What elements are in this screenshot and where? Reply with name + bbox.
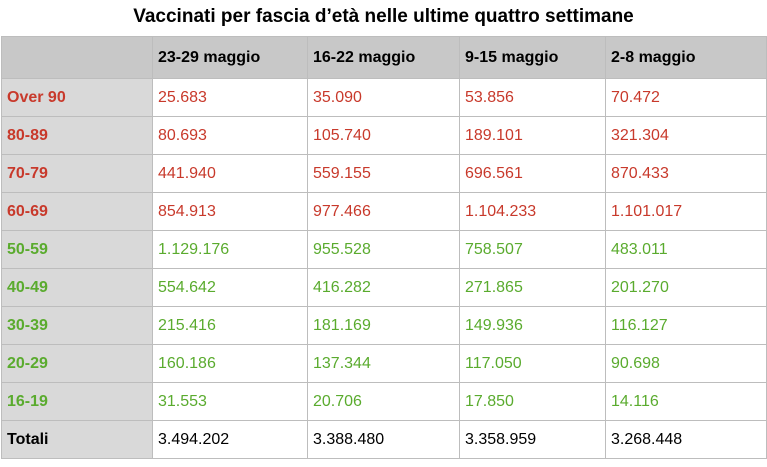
value-cell: 116.127: [605, 306, 767, 345]
value-cell: 1.104.233: [459, 192, 606, 231]
column-header: 2-8 maggio: [605, 36, 767, 79]
header-row: 23-29 maggio 16-22 maggio 9-15 maggio 2-…: [1, 36, 767, 79]
value-cell: 17.850: [459, 382, 606, 421]
value-cell: 90.698: [605, 344, 767, 383]
value-cell: 955.528: [307, 230, 460, 269]
age-group-label: 70-79: [1, 154, 153, 193]
value-cell: 870.433: [605, 154, 767, 193]
value-cell: 854.913: [152, 192, 308, 231]
value-cell: 758.507: [459, 230, 606, 269]
table-row: 40-49 554.642 416.282 271.865 201.270: [1, 268, 767, 307]
table-row: 70-79 441.940 559.155 696.561 870.433: [1, 154, 767, 193]
table-row: 16-19 31.553 20.706 17.850 14.116: [1, 382, 767, 421]
age-group-label: 40-49: [1, 268, 153, 307]
value-cell: 554.642: [152, 268, 308, 307]
value-cell: 117.050: [459, 344, 606, 383]
value-cell: 483.011: [605, 230, 767, 269]
value-cell: 696.561: [459, 154, 606, 193]
age-group-label: 20-29: [1, 344, 153, 383]
value-cell: 70.472: [605, 78, 767, 117]
value-cell: 25.683: [152, 78, 308, 117]
value-cell: 53.856: [459, 78, 606, 117]
age-group-label: 16-19: [1, 382, 153, 421]
value-cell: 1.129.176: [152, 230, 308, 269]
table-body: Over 90 25.683 35.090 53.856 70.472 80-89 80.6…: [1, 78, 767, 459]
value-cell: 559.155: [307, 154, 460, 193]
value-cell: 441.940: [152, 154, 308, 193]
value-cell: 215.416: [152, 306, 308, 345]
value-cell: 31.553: [152, 382, 308, 421]
value-cell: 201.270: [605, 268, 767, 307]
total-value-cell: 3.358.959: [459, 420, 606, 459]
value-cell: 20.706: [307, 382, 460, 421]
value-cell: 416.282: [307, 268, 460, 307]
total-label: Totali: [1, 420, 153, 459]
value-cell: 137.344: [307, 344, 460, 383]
age-group-label: 60-69: [1, 192, 153, 231]
vaccination-table: 23-29 maggio 16-22 maggio 9-15 maggio 2-…: [1, 36, 767, 459]
total-value-cell: 3.388.480: [307, 420, 460, 459]
age-group-label: 50-59: [1, 230, 153, 269]
column-header: 16-22 maggio: [307, 36, 460, 79]
value-cell: 977.466: [307, 192, 460, 231]
total-value-cell: 3.494.202: [152, 420, 308, 459]
table-row: 20-29 160.186 137.344 117.050 90.698: [1, 344, 767, 383]
table-row: 80-89 80.693 105.740 189.101 321.304: [1, 116, 767, 155]
age-group-label: 80-89: [1, 116, 153, 155]
value-cell: 80.693: [152, 116, 308, 155]
value-cell: 1.101.017: [605, 192, 767, 231]
value-cell: 189.101: [459, 116, 606, 155]
total-value-cell: 3.268.448: [605, 420, 767, 459]
table-row: 60-69 854.913 977.466 1.104.233 1.101.017: [1, 192, 767, 231]
column-header: 23-29 maggio: [152, 36, 308, 79]
value-cell: 149.936: [459, 306, 606, 345]
corner-cell: [1, 36, 153, 79]
value-cell: 105.740: [307, 116, 460, 155]
value-cell: 35.090: [307, 78, 460, 117]
column-header: 9-15 maggio: [459, 36, 606, 79]
value-cell: 160.186: [152, 344, 308, 383]
value-cell: 181.169: [307, 306, 460, 345]
chart-title: Vaccinati per fascia d’età nelle ultime …: [133, 6, 634, 27]
age-group-label: 30-39: [1, 306, 153, 345]
total-row: Totali 3.494.202 3.388.480 3.358.959 3.268.4…: [1, 420, 767, 459]
value-cell: 14.116: [605, 382, 767, 421]
value-cell: 271.865: [459, 268, 606, 307]
table-row: Over 90 25.683 35.090 53.856 70.472: [1, 78, 767, 117]
age-group-label: Over 90: [1, 78, 153, 117]
table-row: 50-59 1.129.176 955.528 758.507 483.011: [1, 230, 767, 269]
value-cell: 321.304: [605, 116, 767, 155]
table-row: 30-39 215.416 181.169 149.936 116.127: [1, 306, 767, 345]
